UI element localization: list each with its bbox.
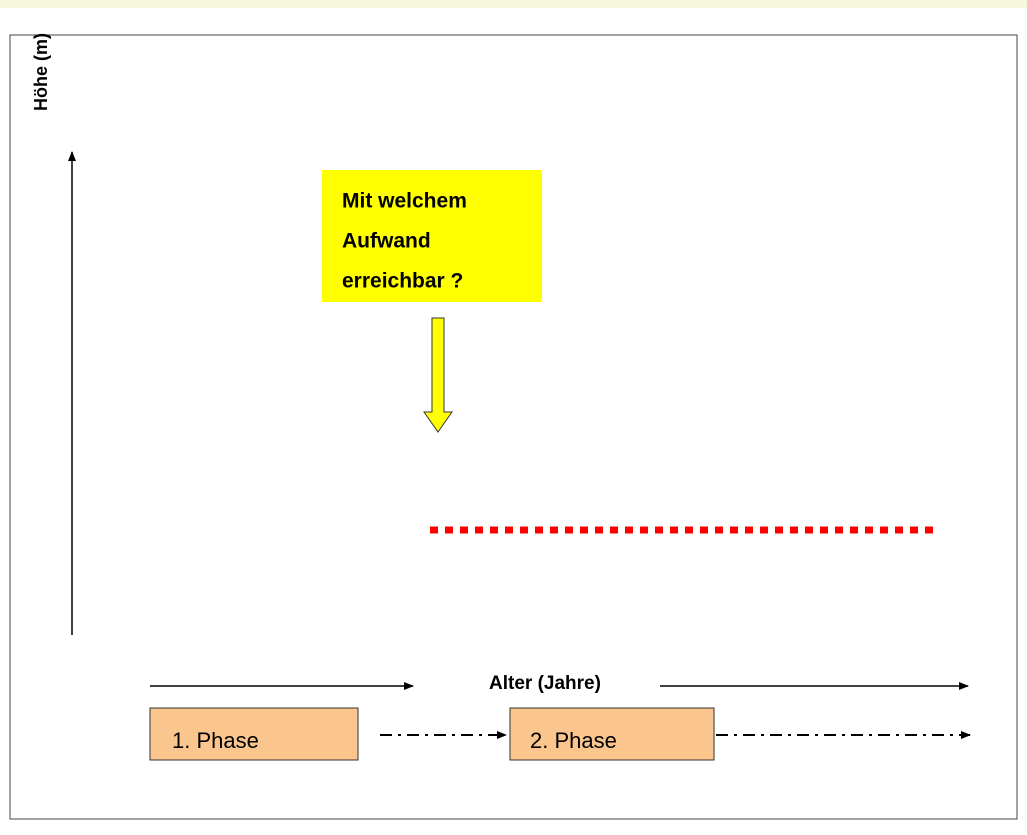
y-axis-label: Höhe (m) bbox=[31, 33, 51, 111]
callout-line: Mit welchem bbox=[342, 190, 467, 213]
x-axis-label: Alter (Jahre) bbox=[489, 673, 601, 694]
callout-line: erreichbar ? bbox=[342, 270, 463, 293]
phase-label: 1. Phase bbox=[172, 728, 259, 753]
diagram: Höhe (m) Mit welchem Aufwand erreichbar … bbox=[0, 0, 1027, 835]
callout-line: Aufwand bbox=[342, 230, 431, 253]
page: {"y_axis_label": "Höhe (m)", "x_axis_lab… bbox=[0, 0, 1027, 835]
phase-label: 2. Phase bbox=[530, 728, 617, 753]
top-strip bbox=[0, 0, 1027, 8]
